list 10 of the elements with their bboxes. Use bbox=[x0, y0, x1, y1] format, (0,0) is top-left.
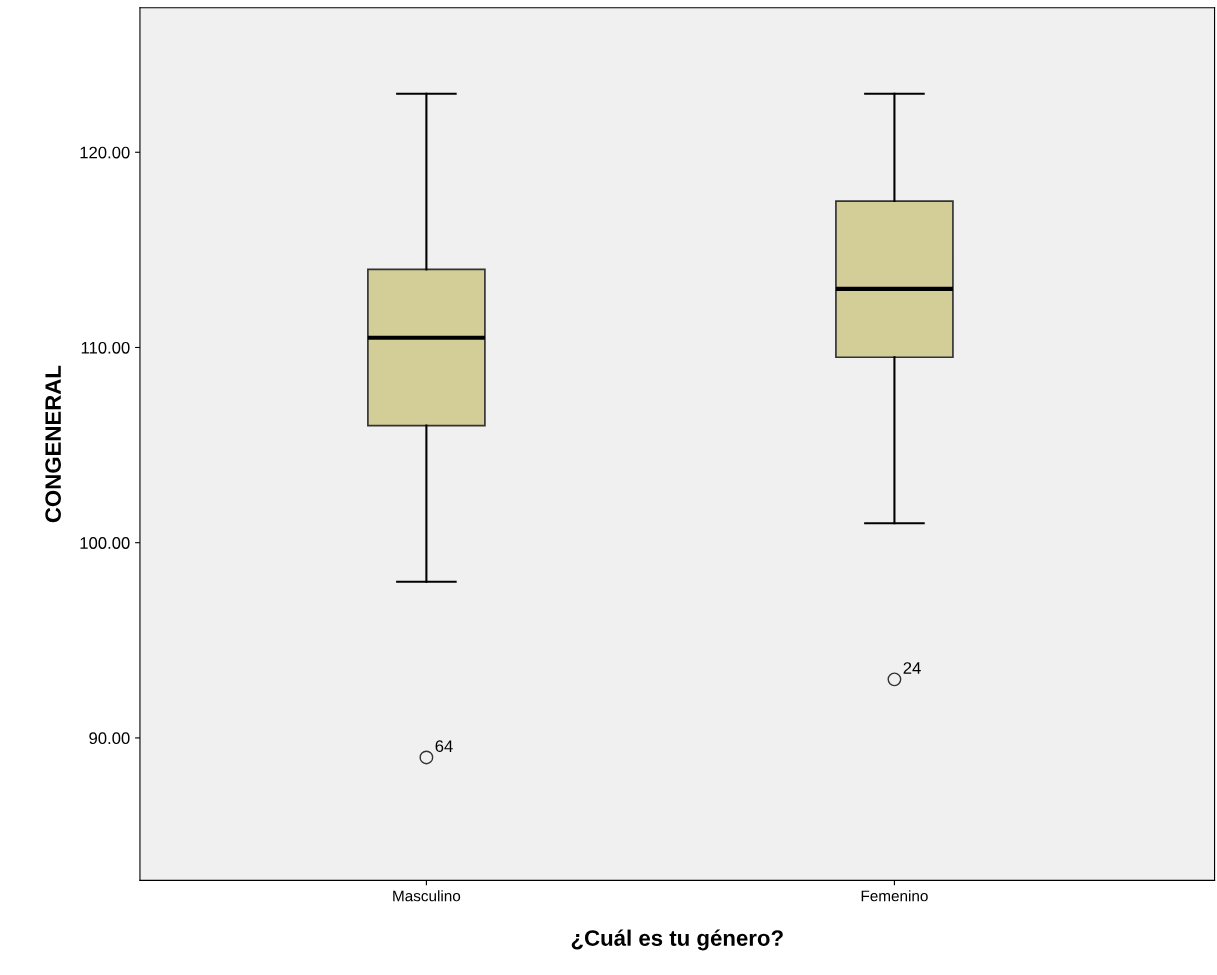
y-tick-label: 110.00 bbox=[81, 341, 130, 354]
y-tick-label: 120.00 bbox=[80, 146, 130, 159]
y-axis-title: CONGENERAL bbox=[45, 365, 61, 523]
y-tick-label: 90.00 bbox=[89, 732, 130, 745]
x-axis-title: ¿Cuál es tu género? bbox=[571, 929, 783, 951]
x-tick-label: Masculino bbox=[393, 890, 461, 902]
annotation: 24 bbox=[903, 662, 921, 674]
annotation: 64 bbox=[435, 740, 453, 753]
x-tick-label: Femenino bbox=[861, 890, 928, 902]
y-tick-label: 100.00 bbox=[80, 537, 130, 549]
